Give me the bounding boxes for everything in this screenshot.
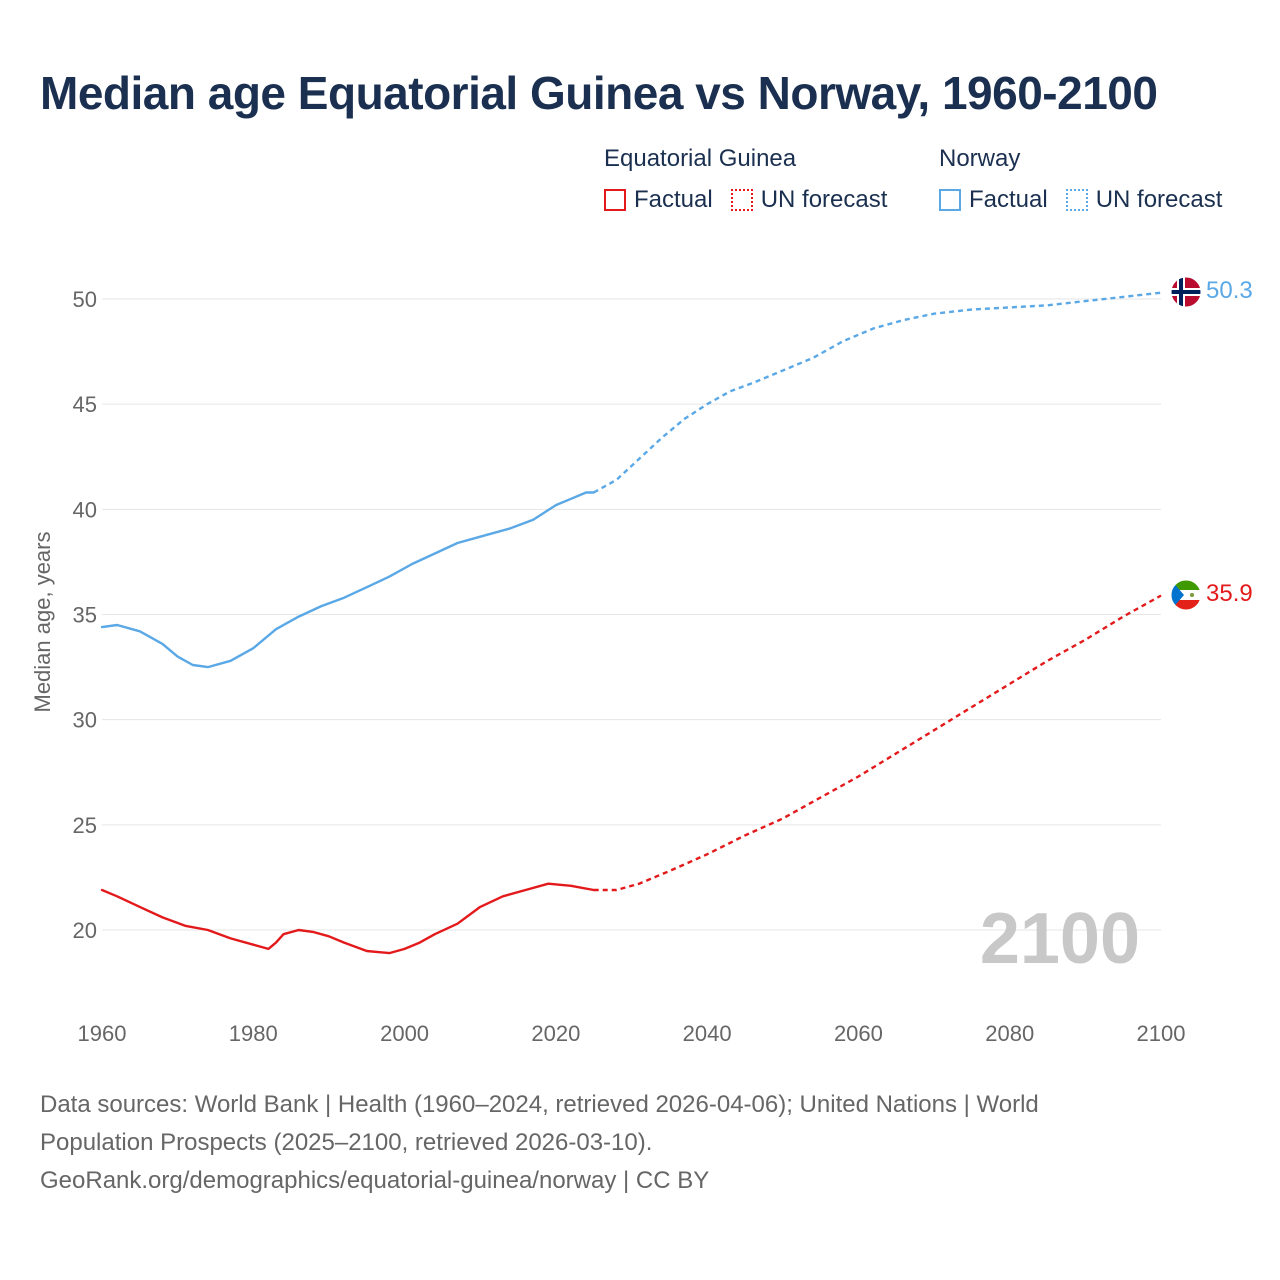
- equatorial-guinea-flag-icon: [1170, 579, 1202, 611]
- y-tick-label: 30: [73, 708, 97, 733]
- y-tick-label: 50: [73, 287, 97, 312]
- y-tick-label: 45: [73, 392, 97, 417]
- legend-forecast-swatch-norway: [1065, 189, 1088, 211]
- legend-group-norway: Norway Factual UN forecast: [939, 144, 1222, 214]
- footer: Data sources: World Bank | Health (1960–…: [40, 1086, 1220, 1200]
- norway-factual-line: [100, 491, 595, 669]
- legend-group-name: Norway: [939, 145, 1021, 172]
- x-tick-label: 1980: [229, 1021, 278, 1046]
- norway-end-label: 50.3: [1206, 277, 1253, 304]
- x-tick-label: 2040: [683, 1021, 732, 1046]
- norway-forecast-line: [593, 291, 1162, 494]
- legend-factual-label: Factual: [634, 186, 713, 213]
- year-watermark: 2100: [980, 899, 1140, 979]
- x-tick-label: 2100: [1137, 1021, 1186, 1046]
- footer-source-line-2: Population Prospects (2025–2100, retriev…: [40, 1129, 653, 1156]
- y-axis-label: Median age, years: [30, 532, 55, 713]
- y-tick-label: 25: [73, 813, 97, 838]
- line-chart: 2100 Median age, years 20 25 30 35 40 45 50 19…: [30, 276, 1253, 1046]
- chart-title: Median age Equatorial Guinea vs Norway, …: [40, 67, 1158, 119]
- legend-factual-swatch-norway: [939, 189, 961, 211]
- equatorial-guinea-factual-line: [100, 882, 595, 955]
- norway-flag-icon: [1170, 276, 1202, 308]
- y-tick-label: 40: [73, 497, 97, 522]
- legend-factual-label: Factual: [969, 186, 1048, 213]
- x-tick-label: 2000: [380, 1021, 429, 1046]
- equatorial-guinea-forecast-line: [593, 594, 1162, 892]
- legend-forecast-label: UN forecast: [760, 186, 888, 213]
- footer-attribution: GeoRank.org/demographics/equatorial-guin…: [40, 1167, 710, 1194]
- footer-source-line-1: Data sources: World Bank | Health (1960–…: [40, 1091, 1039, 1118]
- x-tick-label: 2060: [834, 1021, 883, 1046]
- y-tick-label: 20: [73, 918, 97, 943]
- legend-factual-swatch-equatorial-guinea: [604, 189, 626, 211]
- x-tick-label: 2080: [985, 1021, 1034, 1046]
- equatorial-guinea-end-label: 35.9: [1206, 580, 1253, 607]
- y-tick-label: 35: [73, 603, 97, 628]
- legend-group-equatorial-guinea: Equatorial Guinea Factual UN forecast: [604, 144, 905, 214]
- legend-forecast-label: UN forecast: [1095, 186, 1223, 213]
- x-tick-label: 2020: [531, 1021, 580, 1046]
- legend-forecast-swatch-equatorial-guinea: [730, 189, 753, 211]
- legend-group-name: Equatorial Guinea: [604, 145, 797, 172]
- x-tick-label: 1960: [78, 1021, 127, 1046]
